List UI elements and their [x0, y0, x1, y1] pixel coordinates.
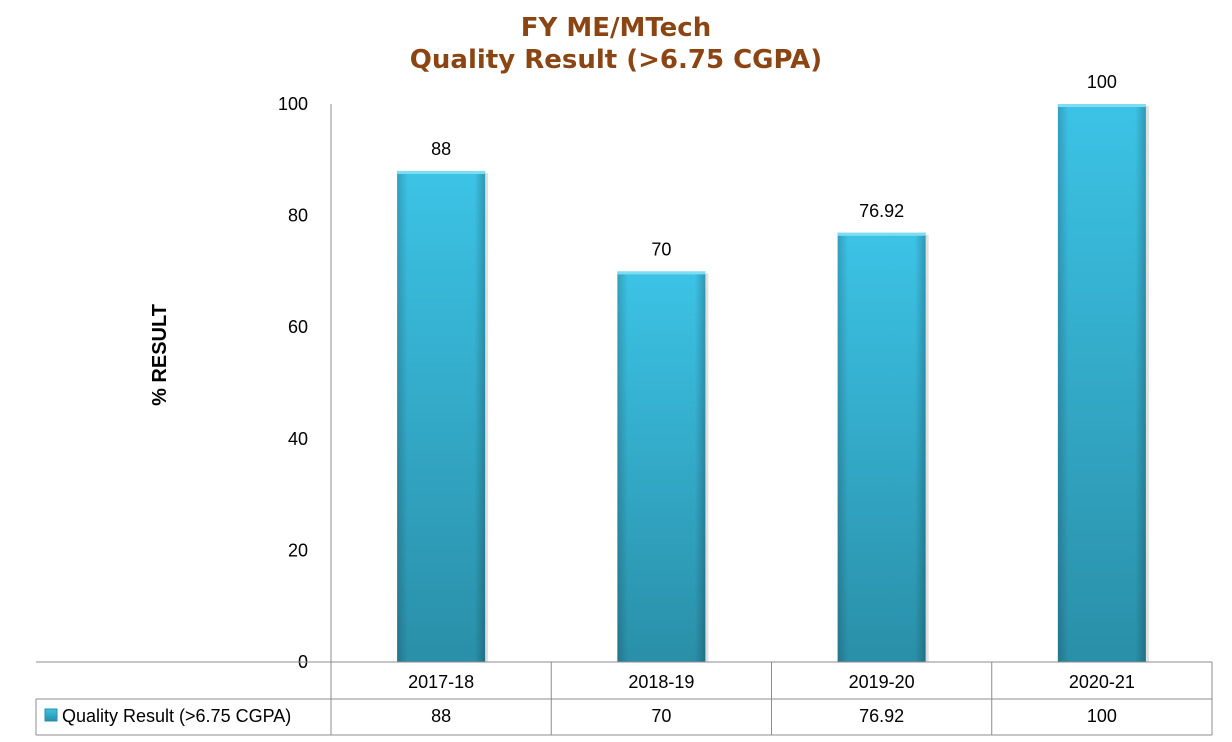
y-tick-label-1: 20 [288, 540, 308, 560]
chart-title-line1: FY ME/MTech [521, 13, 711, 43]
chart-title-line2: Quality Result (>6.75 CGPA) [410, 45, 822, 75]
y-axis-label: % RESULT [149, 304, 171, 406]
bars [397, 104, 1149, 662]
data-table: 2017-18 2018-19 2019-20 2020-21 Quality Resu… [35, 662, 1213, 736]
y-tick-label-4: 80 [288, 206, 308, 226]
y-tick-label-2: 40 [288, 429, 308, 449]
bar-top-2 [837, 232, 926, 236]
y-tick-label-5: 100 [278, 94, 308, 114]
bar-top-0 [397, 170, 486, 174]
y-tick-label-3: 60 [288, 317, 308, 337]
x-tick-label-0: 2017-18 [408, 672, 474, 692]
legend-series-name: Quality Result (>6.75 CGPA) [62, 706, 291, 726]
table-value-3: 100 [1087, 706, 1117, 726]
bar-bevel-0 [397, 170, 486, 662]
x-tick-label-3: 2020-21 [1069, 672, 1135, 692]
data-label-0: 88 [431, 139, 451, 159]
table-value-0: 88 [431, 706, 451, 726]
bar-bevel-2 [837, 232, 926, 662]
bar-bevel-3 [1057, 104, 1146, 662]
legend-swatch [44, 708, 58, 722]
bar-top-1 [617, 271, 706, 275]
bar-bevel-1 [617, 271, 706, 662]
data-label-1: 70 [651, 239, 671, 259]
data-label-3: 100 [1087, 72, 1117, 92]
x-tick-label-1: 2018-19 [628, 672, 694, 692]
x-tick-label-2: 2019-20 [849, 672, 915, 692]
table-value-2: 76.92 [859, 706, 904, 726]
data-label-2: 76.92 [859, 201, 904, 221]
data-labels: 88 70 76.92 100 [431, 72, 1117, 259]
axes [36, 104, 1212, 663]
bar-top-3 [1057, 104, 1146, 107]
table-value-1: 70 [651, 706, 671, 726]
